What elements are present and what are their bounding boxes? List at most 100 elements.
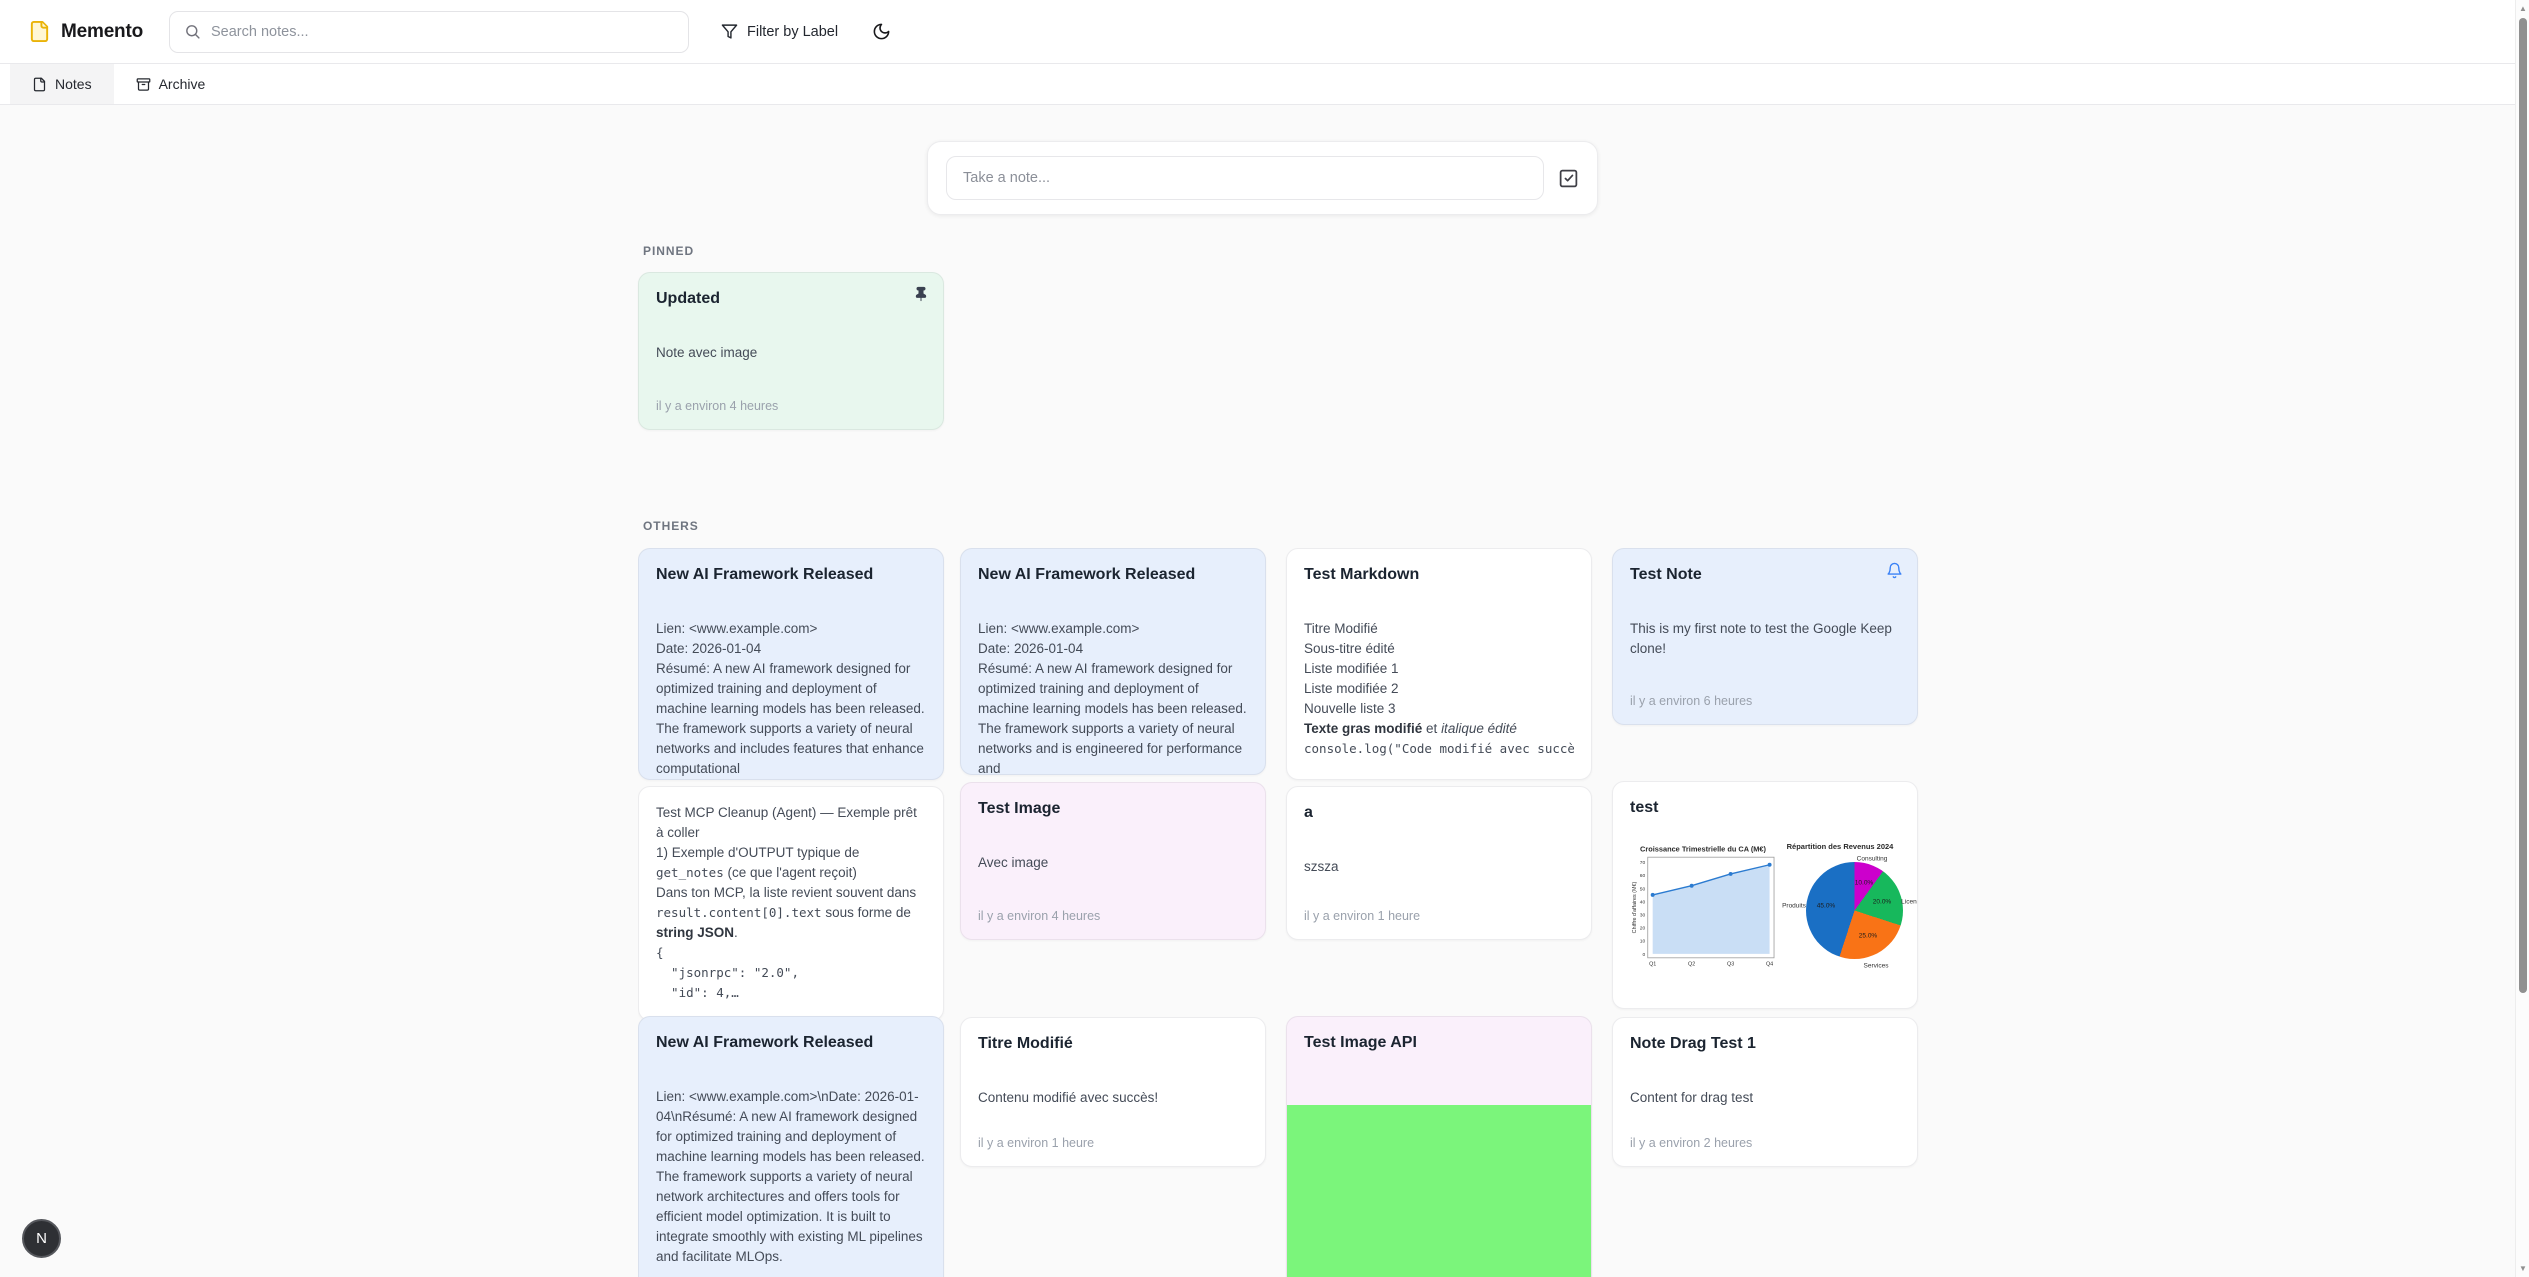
app-brand: Memento bbox=[28, 20, 143, 43]
note-card-test-charts[interactable]: test Croissance Trimestrielle du CA (M€)… bbox=[1612, 781, 1918, 1009]
note-title: Note Drag Test 1 bbox=[1630, 1035, 1756, 1052]
app-title: Memento bbox=[61, 20, 143, 42]
note-timestamp: il y a environ 4 heures bbox=[656, 399, 779, 413]
pie-label: Produits bbox=[1782, 902, 1806, 910]
note-title: New AI Framework Released bbox=[978, 566, 1196, 583]
pie-label: Licences bbox=[1901, 898, 1917, 906]
note-card-mcp-cleanup[interactable]: Test MCP Cleanup (Agent) — Exemple prêt … bbox=[638, 786, 944, 1021]
svg-text:40: 40 bbox=[1640, 899, 1646, 905]
check-square-icon bbox=[1558, 168, 1579, 189]
note-body: szsza bbox=[1304, 859, 1339, 874]
pie-percent: 25.0% bbox=[1858, 932, 1878, 940]
svg-text:Q1: Q1 bbox=[1649, 962, 1656, 968]
inline-code: get_notes bbox=[656, 865, 724, 880]
pie-label: Services bbox=[1863, 962, 1889, 970]
note-timestamp: il y a environ 6 heures bbox=[1630, 694, 1753, 708]
tab-notes[interactable]: Notes bbox=[10, 64, 114, 104]
reminder-button[interactable] bbox=[1886, 562, 1903, 579]
note-body: Lien: <www.example.com> Date: 2026-01-04… bbox=[656, 621, 925, 776]
pie-percent: 10.0% bbox=[1854, 879, 1874, 887]
svg-text:30: 30 bbox=[1640, 913, 1646, 919]
app-header: Memento Filter by Label bbox=[0, 0, 2529, 64]
code-text: console.log("Code modifié avec succès bbox=[1304, 741, 1574, 756]
note-card-test-note[interactable]: Test Note This is my first note to test … bbox=[1612, 548, 1918, 725]
svg-text:70: 70 bbox=[1640, 860, 1646, 866]
svg-text:50: 50 bbox=[1640, 886, 1646, 892]
note-title: test bbox=[1630, 799, 1659, 816]
pie-percent: 20.0% bbox=[1872, 898, 1892, 906]
pin-icon bbox=[913, 286, 929, 302]
inline-code: result.content[0].text bbox=[656, 905, 822, 920]
pie-chart-image: Répartition des Revenus 2024 Consulting … bbox=[1780, 840, 1917, 976]
note-title: New AI Framework Released bbox=[656, 566, 874, 583]
note-body: Content for drag test bbox=[1630, 1090, 1754, 1105]
svg-text:Chiffre d'affaires (M€): Chiffre d'affaires (M€) bbox=[1632, 882, 1638, 934]
pie-chart bbox=[1806, 862, 1903, 959]
svg-text:10: 10 bbox=[1640, 939, 1646, 945]
note-title: Updated bbox=[656, 290, 720, 307]
note-body: Note avec image bbox=[656, 345, 758, 360]
scrollbar-thumb[interactable] bbox=[2519, 18, 2527, 993]
pie-label: Consulting bbox=[1856, 855, 1888, 863]
note-body: Test MCP Cleanup (Agent) — Exemple prêt … bbox=[656, 805, 917, 1000]
note-body: Avec image bbox=[978, 855, 1049, 870]
tab-notes-label: Notes bbox=[55, 76, 92, 92]
tab-archive-label: Archive bbox=[158, 76, 206, 92]
scroll-down-arrow-icon[interactable]: ▼ bbox=[2519, 1264, 2527, 1273]
new-checklist-button[interactable] bbox=[1558, 168, 1579, 189]
note-timestamp: il y a environ 4 heures bbox=[978, 909, 1101, 923]
note-image-green bbox=[1287, 1105, 1591, 1277]
tab-archive[interactable]: Archive bbox=[114, 64, 228, 104]
take-a-note-input[interactable] bbox=[946, 156, 1544, 200]
page-scrollbar[interactable]: ▲ ▼ bbox=[2515, 0, 2529, 1277]
scroll-up-arrow-icon[interactable]: ▲ bbox=[2519, 4, 2527, 13]
search-icon bbox=[184, 23, 201, 40]
file-icon bbox=[32, 77, 47, 92]
note-body: Lien: <www.example.com>\nDate: 2026-01-0… bbox=[656, 1089, 925, 1264]
note-card-titre-modifie[interactable]: Titre Modifié Contenu modifié avec succè… bbox=[960, 1017, 1266, 1167]
search-box[interactable] bbox=[169, 10, 689, 53]
note-logo-icon bbox=[28, 20, 51, 43]
note-card-drag-test[interactable]: Note Drag Test 1 Content for drag test i… bbox=[1612, 1017, 1918, 1167]
note-card-ai-framework-1[interactable]: New AI Framework Released Lien: <www.exa… bbox=[638, 548, 944, 780]
line-chart: Croissance Trimestrielle du CA (M€) Chif… bbox=[1632, 844, 1775, 968]
note-body: Contenu modifié avec succès! bbox=[978, 1090, 1159, 1105]
tab-bar: Notes Archive bbox=[0, 64, 2529, 105]
svg-text:Q2: Q2 bbox=[1688, 962, 1695, 968]
note-title: Titre Modifié bbox=[978, 1035, 1073, 1052]
note-title: Test Image API bbox=[1304, 1034, 1417, 1051]
notes-grid: New AI Framework Released Lien: <www.exa… bbox=[638, 548, 1920, 1277]
pie-percent: 45.0% bbox=[1816, 902, 1836, 910]
user-avatar[interactable]: N bbox=[22, 1219, 61, 1258]
pinned-section-label: PINNED bbox=[643, 244, 695, 258]
moon-icon bbox=[872, 22, 891, 41]
chart-dynamic: Q1 Q2 Q3 Q4 0 10 20 30 40 50 60 70 bbox=[1640, 860, 1773, 968]
note-card-test-image[interactable]: Test Image Avec image il y a environ 4 h… bbox=[960, 782, 1266, 940]
bold-text: string JSON bbox=[656, 925, 735, 940]
svg-text:60: 60 bbox=[1640, 873, 1646, 879]
note-card-updated[interactable]: Updated Note avec image il y a environ 4… bbox=[638, 272, 944, 430]
code-block: { "jsonrpc": "2.0", "id": 4,… bbox=[656, 945, 799, 1000]
note-timestamp: il y a environ 1 heure bbox=[1304, 909, 1421, 923]
filter-by-label-button[interactable]: Filter by Label bbox=[721, 23, 838, 40]
note-card-test-markdown[interactable]: Test Markdown Titre Modifié Sous-titre é… bbox=[1286, 548, 1592, 780]
take-a-note-card bbox=[927, 141, 1598, 215]
dark-mode-toggle[interactable] bbox=[872, 22, 891, 41]
italic-text: italique édité bbox=[1441, 721, 1517, 736]
pin-button[interactable] bbox=[913, 286, 929, 302]
note-title: a bbox=[1304, 804, 1313, 821]
note-title: Test Image bbox=[978, 800, 1061, 817]
line-chart-image: Croissance Trimestrielle du CA (M€) Chif… bbox=[1630, 840, 1776, 976]
note-images: Croissance Trimestrielle du CA (M€) Chif… bbox=[1630, 840, 1917, 976]
note-card-ai-framework-2[interactable]: New AI Framework Released Lien: <www.exa… bbox=[960, 548, 1266, 775]
note-card-ai-framework-3[interactable]: New AI Framework Released Lien: <www.exa… bbox=[638, 1016, 944, 1277]
pie-chart-title: Répartition des Revenus 2024 bbox=[1786, 842, 1894, 851]
others-section-label: OTHERS bbox=[643, 519, 699, 533]
archive-icon bbox=[136, 77, 151, 92]
note-timestamp: il y a environ 1 heure bbox=[978, 1136, 1095, 1150]
bold-text: Texte gras modifié bbox=[1304, 721, 1423, 736]
note-card-a[interactable]: a szsza il y a environ 1 heure bbox=[1286, 786, 1592, 940]
search-input[interactable] bbox=[211, 23, 674, 40]
funnel-icon bbox=[721, 23, 738, 40]
note-card-test-image-api[interactable]: Test Image API bbox=[1286, 1016, 1592, 1277]
